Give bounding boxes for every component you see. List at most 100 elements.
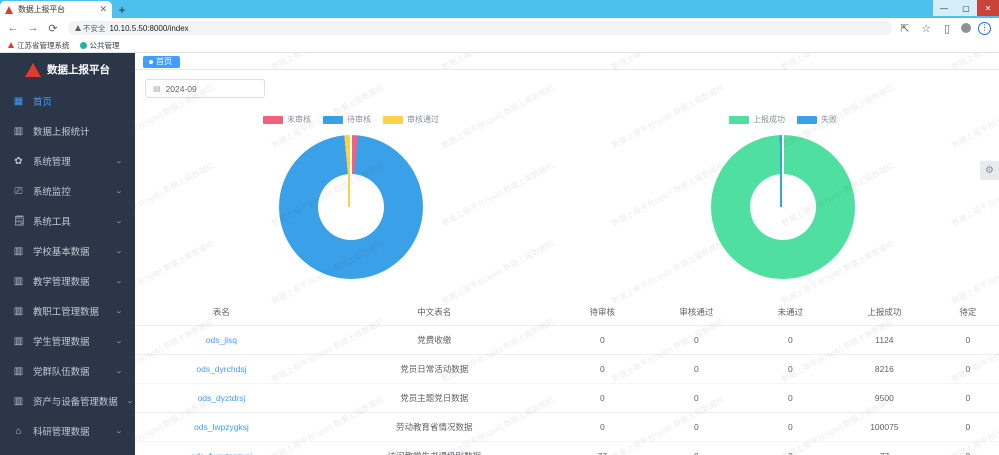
sidebar-item-6[interactable]: ▥ 教学管理数据 ⌄: [0, 266, 135, 296]
sidebar-item-0[interactable]: ▦ 首页: [0, 86, 135, 116]
table-cell: 0: [936, 354, 999, 384]
new-tab-button[interactable]: +: [118, 2, 126, 17]
tools-icon: 🗒: [13, 215, 26, 227]
table-cell: 0: [560, 383, 645, 413]
table-cell: 0: [936, 412, 999, 442]
insecure-badge[interactable]: 不安全: [75, 23, 106, 34]
app-logo[interactable]: 数据上报平台: [0, 53, 135, 86]
bookmark-item[interactable]: 公共管理: [79, 40, 120, 51]
legend-item[interactable]: 上报成功: [729, 114, 785, 125]
sidebar-item-10[interactable]: ▥ 资产与设备管理数据 ⌄: [0, 386, 135, 416]
table-icon: ▥: [13, 395, 24, 407]
table-cell: 0: [644, 383, 749, 413]
table-cell[interactable]: ods_fwsxtsgzysj: [135, 441, 308, 455]
legend-item[interactable]: 失败: [797, 114, 837, 125]
table-cell[interactable]: ods_dyztdrsj: [135, 383, 308, 413]
sidebar: 数据上报平台 ▦ 首页 ▥ 数据上报统计 ✿ 系统管理 ⌄ ⎚ 系统监控 ⌄ 🗒 系统工具 ⌄ ▥ 学校基本…: [0, 53, 135, 455]
sidebar-item-4[interactable]: 🗒 系统工具 ⌄: [0, 206, 135, 236]
research-icon: ⌂: [15, 425, 22, 437]
main-content: 首页 ▤ 2024-09 未审核 待审核 审核通过: [135, 53, 999, 455]
stats-table: 表名 中文表名 待审核 审核通过 未通过 上报成功 待定 ods_jlsq 党费收缴 0 0 0 11…: [135, 299, 999, 455]
maximize-button[interactable]: ▢: [955, 0, 977, 16]
close-window-button[interactable]: ✕: [977, 0, 999, 16]
table-cell: 0: [560, 354, 645, 384]
logo-icon: [25, 62, 41, 77]
donut-chart[interactable]: [711, 135, 855, 279]
table-cell: 0: [644, 412, 749, 442]
sidebar-item-8[interactable]: ▥ 学生管理数据 ⌄: [0, 326, 135, 356]
sidebar-item-9[interactable]: ▥ 党群队伍数据 ⌄: [0, 356, 135, 386]
table-cell: 1124: [832, 325, 937, 355]
sidebar-item-7[interactable]: ▥ 教职工管理数据 ⌄: [0, 296, 135, 326]
sidebar-item-label: 系统工具: [33, 217, 71, 228]
close-tab-icon[interactable]: ✕: [99, 4, 107, 14]
table-cell[interactable]: ods_dyrchdsj: [135, 354, 308, 384]
filter-row: ▤ 2024-09: [135, 70, 999, 98]
app-logo-text: 数据上报平台: [47, 64, 110, 76]
table-row[interactable]: ods_jlsq 党费收缴 0 0 0 1124 0: [135, 325, 999, 355]
chevron-down-icon: ⌄: [114, 218, 124, 225]
month-picker-value: 2024-09: [165, 83, 197, 94]
avatar[interactable]: [961, 23, 971, 33]
tab-home[interactable]: 首页: [143, 56, 180, 68]
chevron-down-icon: ⌄: [114, 158, 124, 165]
chevron-down-icon: ⌄: [114, 428, 124, 435]
share-icon[interactable]: ⇱: [900, 22, 910, 35]
bookmark-star-icon[interactable]: ☆: [921, 22, 931, 35]
triangle-red-icon: [8, 42, 14, 48]
donut-chart[interactable]: [279, 135, 423, 279]
table-cell: 0: [748, 354, 833, 384]
bookmark-item[interactable]: 江苏省管理系统: [8, 40, 70, 51]
table-cell: 0: [560, 325, 645, 355]
sidebar-item-5[interactable]: ▥ 学校基本数据 ⌄: [0, 236, 135, 266]
calendar-icon: ▤: [153, 84, 161, 93]
sidebar-item-label: 教学管理数据: [33, 277, 90, 288]
sidebar-item-3[interactable]: ⎚ 系统监控 ⌄: [0, 176, 135, 206]
table-row[interactable]: ods_fwsxtsgzysj访问教学生书课级别数据7700770: [135, 441, 999, 455]
favicon-icon: [5, 5, 14, 14]
table-cell: 访问教学生书课级别数据: [307, 441, 561, 455]
back-icon[interactable]: ←: [7, 22, 19, 34]
forward-icon[interactable]: →: [27, 22, 39, 34]
table-row[interactable]: ods_dyztdrsj 党员主题党日数据 0 0 0 9500 0: [135, 383, 999, 413]
sidebar-item-label: 学生管理数据: [33, 337, 90, 348]
reload-icon[interactable]: ⟳: [48, 22, 58, 35]
month-picker[interactable]: ▤ 2024-09: [145, 79, 265, 98]
browser-tab[interactable]: 数据上报平台 ✕: [0, 1, 112, 18]
chart-legend: 上报成功 失败: [729, 114, 837, 125]
home-icon: ▦: [13, 95, 24, 107]
dashboard-panel: ▤ 2024-09 未审核 待审核 审核通过 上报: [135, 70, 999, 455]
table-cell[interactable]: ods_jlsq: [135, 325, 308, 355]
table-cell: 77: [832, 441, 937, 455]
table-icon: ▥: [13, 245, 24, 257]
audit-status-chart: 未审核 待审核 审核通过: [135, 114, 567, 279]
report-status-chart: 上报成功 失败: [567, 114, 999, 279]
chevron-down-icon: ⌄: [114, 278, 124, 285]
table-icon: ▥: [13, 335, 24, 347]
legend-item[interactable]: 审核通过: [383, 114, 439, 125]
table-cell: 9500: [832, 383, 937, 413]
table-cell[interactable]: ods_lwpzygksj: [135, 412, 308, 442]
legend-label: 失败: [821, 115, 837, 124]
table-row[interactable]: ods_dyrchdsj 党员日常活动数据 0 0 0 8216 0: [135, 354, 999, 384]
chevron-down-icon: ⌄: [114, 248, 124, 255]
side-panel-icon[interactable]: ▯: [943, 22, 951, 35]
legend-item[interactable]: 待审核: [323, 114, 371, 125]
address-bar[interactable]: 不安全 10.10.5.50:8000/index: [68, 21, 892, 35]
sidebar-item-11[interactable]: ⌂ 科研管理数据 ⌄: [0, 416, 135, 446]
legend-item[interactable]: 未审核: [263, 114, 311, 125]
sidebar-item-label: 党群队伍数据: [33, 367, 90, 378]
chevron-down-icon: ⌄: [125, 398, 134, 405]
settings-gear-icon[interactable]: ⚙: [980, 161, 999, 180]
legend-label: 未审核: [287, 115, 311, 124]
table-icon: ▥: [13, 365, 24, 377]
minimize-button[interactable]: —: [933, 0, 955, 16]
monitor-icon: ⎚: [14, 185, 23, 197]
table-row[interactable]: ods_lwpzygksj 劳动教育省情况数据 0 0 0 100075 0: [135, 412, 999, 442]
sidebar-item-1[interactable]: ▥ 数据上报统计: [0, 116, 135, 146]
table-cell: 0: [936, 441, 999, 455]
donut-seam-secondary: [347, 135, 351, 207]
sidebar-item-2[interactable]: ✿ 系统管理 ⌄: [0, 146, 135, 176]
browser-menu-icon[interactable]: ⋮: [978, 21, 991, 35]
